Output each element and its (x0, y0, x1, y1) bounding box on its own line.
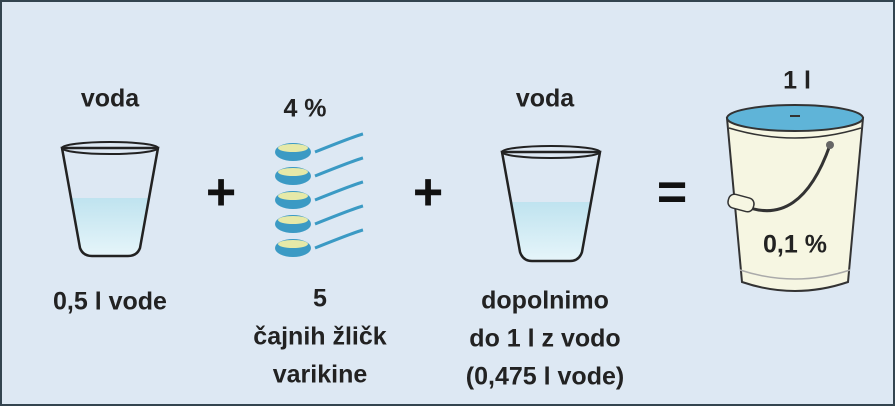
caption: 0,5 l vode (53, 288, 167, 316)
bucket (727, 105, 863, 291)
caption: dopolnimo (481, 287, 609, 315)
operator: + (206, 164, 236, 222)
caption: 5 (313, 285, 327, 313)
heading: voda (81, 85, 140, 113)
heading: voda (516, 85, 575, 113)
operator: + (413, 164, 443, 222)
caption: (0,475 l vode) (466, 363, 624, 391)
diagram: voda 0,5 l vode 4 % 5 čajnih žličk varik… (0, 0, 895, 406)
caption: varikine (273, 361, 368, 389)
heading: 1 l (783, 67, 811, 95)
bucket-label: 0,1 % (763, 231, 827, 259)
caption: do 1 l z vodo (469, 325, 620, 353)
caption: čajnih žličk (253, 323, 386, 351)
operator: = (657, 164, 687, 222)
heading: 4 % (283, 95, 326, 123)
